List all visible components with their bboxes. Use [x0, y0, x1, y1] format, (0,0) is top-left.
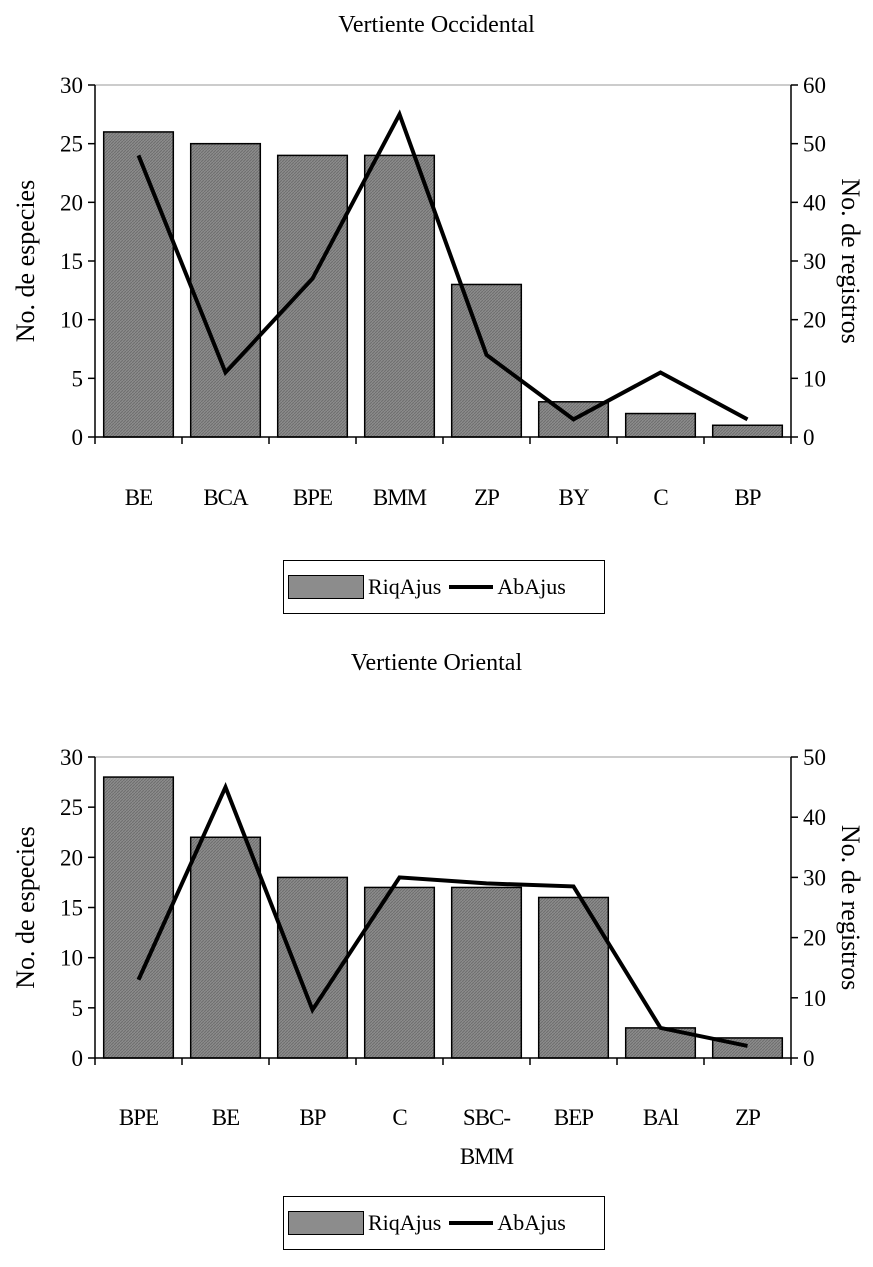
x-tick-label: BEP — [554, 1105, 593, 1130]
y-tick-label-left: 15 — [60, 249, 83, 274]
y-tick-label-left: 0 — [72, 1046, 84, 1071]
y-tick-label-right: 0 — [803, 425, 815, 450]
chart-legend: RiqAjus AbAjus — [283, 1196, 605, 1250]
x-tick-label: BMM — [373, 485, 427, 510]
x-tick-label: BPE — [293, 485, 332, 510]
y-tick-label-left: 20 — [60, 845, 83, 870]
chart-plot: 0 5 10 15 20 25 30 0 10 20 30 40 50 BPE BE BP C SBC- BMM BE… — [11, 745, 865, 1169]
legend-bar-label: RiqAjus — [368, 1210, 442, 1235]
y-tick-label-right: 40 — [803, 805, 826, 830]
y-tick-label-right: 50 — [803, 132, 826, 157]
legend-line-label: AbAjus — [497, 1210, 566, 1235]
y-tick-label-left: 25 — [60, 132, 83, 157]
x-tick-label: BE — [125, 485, 152, 510]
x-tick-label: BMM — [460, 1144, 514, 1169]
chart-vertiente-occidental: Vertiente Occidental 0 5 10 15 20 25 30 0 10 20 30… — [0, 0, 873, 630]
y-tick-label-right: 60 — [803, 73, 826, 98]
legend-line-swatch — [449, 1221, 494, 1225]
bar — [711, 424, 784, 438]
y-tick-label-left: 5 — [72, 366, 84, 391]
y-tick-label-right: 50 — [803, 745, 826, 770]
y-tick-label-right: 10 — [803, 366, 826, 391]
y-tick-label-left: 20 — [60, 190, 83, 215]
chart-title: Vertiente Oriental — [350, 650, 523, 676]
chart-title: Vertiente Occidental — [338, 12, 535, 38]
x-tick-label: BE — [212, 1105, 239, 1130]
series-line-abajus — [136, 109, 749, 422]
y-axis-label-right: No. de registros — [836, 825, 865, 990]
x-tick-label: BAl — [643, 1105, 679, 1130]
x-tick-label: BY — [559, 485, 590, 510]
y-tick-label-right: 30 — [803, 865, 826, 890]
y-tick-label-right: 0 — [803, 1046, 815, 1071]
bar — [450, 283, 523, 438]
bar — [276, 154, 349, 438]
y-tick-label-right: 30 — [803, 249, 826, 274]
x-tick-label: BP — [734, 485, 760, 510]
x-tick-label: ZP — [474, 485, 499, 510]
bar — [189, 142, 262, 438]
y-tick-label-left: 30 — [60, 745, 83, 770]
x-tick-label: BPE — [119, 1105, 158, 1130]
legend-bar-swatch — [288, 575, 364, 599]
x-tick-label: C — [392, 1105, 407, 1130]
y-axis-label-left: No. de especies — [11, 180, 40, 342]
x-tick-label: SBC- — [463, 1105, 510, 1130]
y-tick-label-right: 20 — [803, 926, 826, 951]
x-tick-label: BCA — [203, 485, 249, 510]
bar — [624, 412, 697, 438]
chart-vertiente-oriental: Vertiente Oriental 0 5 10 15 20 25 30 0 10 20 30 40… — [0, 640, 873, 1267]
legend-bar-label: RiqAjus — [368, 574, 442, 599]
bar — [537, 896, 610, 1059]
legend-line-swatch — [449, 585, 494, 589]
x-tick-label: BP — [299, 1105, 325, 1130]
chart-legend: RiqAjus AbAjus — [283, 560, 605, 614]
chart-plot: 0 5 10 15 20 25 30 0 10 20 30 40 50 60 BE BCA BPE BMM ZP BY… — [11, 73, 865, 510]
bar — [363, 154, 436, 438]
bar — [102, 131, 175, 438]
y-tick-label-left: 10 — [60, 946, 83, 971]
y-tick-label-left: 30 — [60, 73, 83, 98]
legend-bar-swatch — [288, 1211, 364, 1235]
y-tick-label-left: 0 — [72, 425, 84, 450]
y-tick-label-left: 25 — [60, 795, 83, 820]
bar — [102, 776, 175, 1059]
bar — [450, 886, 523, 1059]
y-tick-label-right: 40 — [803, 190, 826, 215]
y-tick-label-left: 10 — [60, 308, 83, 333]
y-axis-label-right: No. de registros — [836, 178, 865, 343]
series-line-abajus — [136, 781, 748, 1048]
y-tick-label-right: 20 — [803, 308, 826, 333]
legend-line-label: AbAjus — [497, 574, 566, 599]
bar — [276, 876, 349, 1059]
x-tick-label: ZP — [735, 1105, 760, 1130]
y-axis-label-left: No. de especies — [11, 826, 40, 988]
bar — [189, 836, 262, 1059]
x-tick-label: C — [653, 485, 668, 510]
y-tick-label-left: 15 — [60, 896, 83, 921]
y-tick-label-left: 5 — [72, 996, 84, 1021]
y-tick-label-right: 10 — [803, 986, 826, 1011]
